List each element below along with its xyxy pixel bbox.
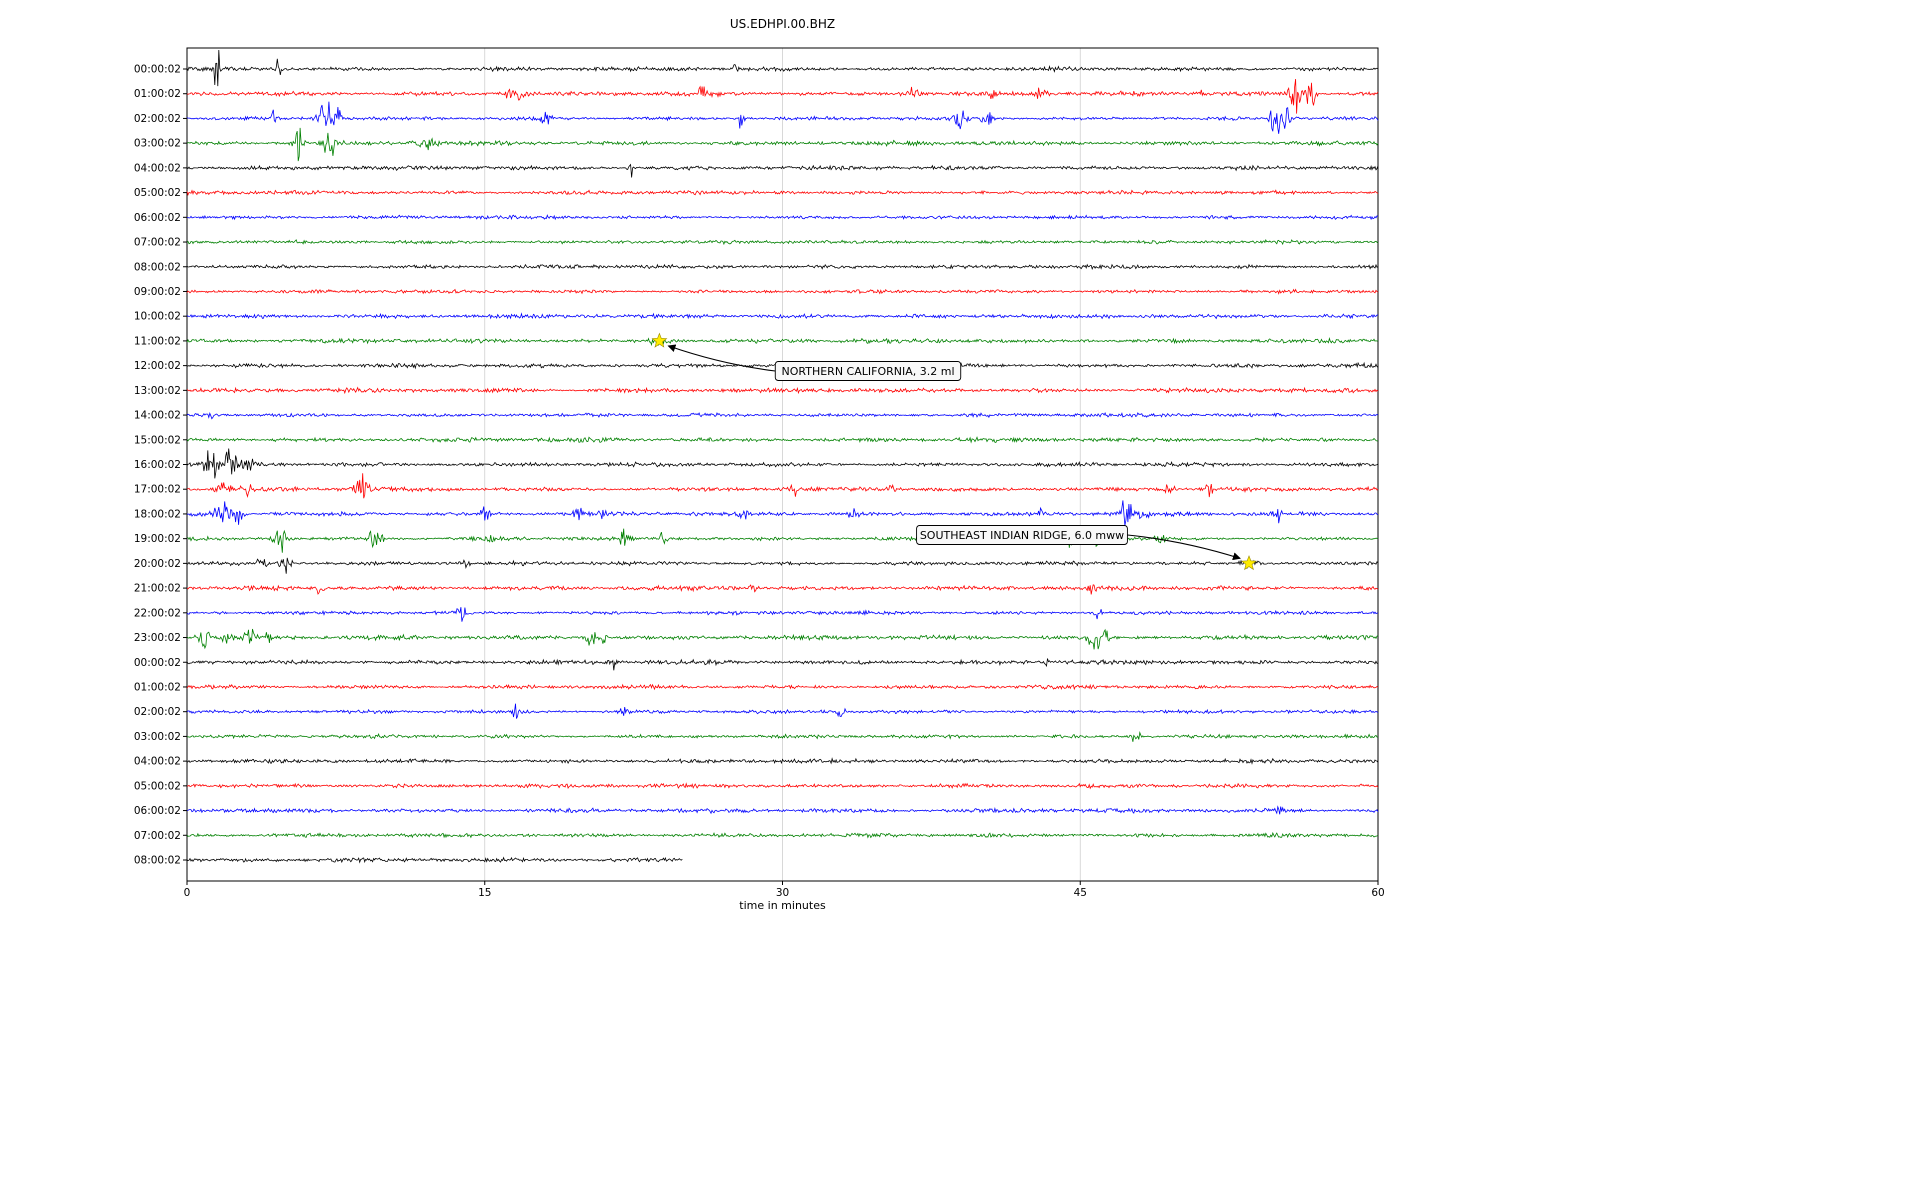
event-arrow — [1127, 534, 1241, 561]
row-label: 01:00:02 — [134, 681, 181, 693]
row-label: 02:00:02 — [134, 706, 181, 718]
row-label: 00:00:02 — [134, 64, 181, 76]
trace — [186, 189, 1379, 196]
trace — [186, 386, 1379, 395]
event-arrow — [667, 344, 776, 372]
trace — [186, 584, 1379, 595]
trace — [186, 163, 1379, 178]
row-label: 05:00:02 — [134, 187, 181, 199]
row-label: 15:00:02 — [134, 434, 181, 446]
row-label: 00:00:02 — [134, 657, 181, 669]
trace — [186, 782, 1379, 790]
x-tick-label: 0 — [184, 887, 191, 899]
trace — [187, 214, 1379, 221]
trace — [186, 412, 1379, 420]
trace — [186, 101, 1379, 134]
event-annotation: NORTHERN CALIFORNIA, 3.2 ml — [651, 332, 962, 381]
x-tick-label: 45 — [1074, 887, 1087, 899]
row-label: 07:00:02 — [134, 237, 181, 249]
row-label: 03:00:02 — [134, 731, 181, 743]
row-label: 21:00:02 — [134, 583, 181, 595]
trace — [186, 856, 683, 864]
row-label: 06:00:02 — [134, 805, 181, 817]
x-tick-label: 15 — [478, 887, 491, 899]
trace — [186, 683, 1379, 691]
row-label: 13:00:02 — [134, 385, 181, 397]
chart-title: US.EDHPI.00.BHZ — [729, 17, 836, 31]
event-label-box — [916, 525, 1128, 545]
row-label: 02:00:02 — [134, 113, 181, 125]
row-label: 11:00:02 — [134, 335, 181, 347]
x-axis-label: time in minutes — [739, 899, 826, 912]
row-label: 04:00:02 — [134, 756, 181, 768]
event-label-box — [774, 361, 962, 381]
trace — [186, 312, 1379, 320]
trace — [186, 448, 1379, 479]
row-label: 17:00:02 — [134, 484, 181, 496]
trace — [186, 658, 1379, 671]
trace — [186, 337, 1379, 347]
trace — [186, 500, 1379, 526]
row-label: 16:00:02 — [134, 459, 181, 471]
trace — [186, 473, 1379, 499]
row-label: 09:00:02 — [134, 286, 181, 298]
row-label: 07:00:02 — [134, 830, 181, 842]
row-label: 14:00:02 — [134, 410, 181, 422]
trace — [186, 731, 1379, 742]
trace — [186, 757, 1379, 765]
event-label: SOUTHEAST INDIAN RIDGE, 6.0 mww — [920, 529, 1124, 542]
trace — [186, 528, 1379, 553]
x-tick-label: 30 — [776, 887, 789, 899]
event-star-icon — [1241, 555, 1257, 571]
row-label: 10:00:02 — [134, 311, 181, 323]
row-label: 04:00:02 — [134, 162, 181, 174]
trace — [186, 703, 1379, 719]
row-label: 19:00:02 — [134, 533, 181, 545]
trace — [186, 628, 1379, 650]
row-label: 08:00:02 — [134, 261, 181, 273]
row-label: 03:00:02 — [134, 138, 181, 150]
trace — [186, 607, 1379, 622]
row-label: 23:00:02 — [134, 632, 181, 644]
row-label: 18:00:02 — [134, 508, 181, 520]
row-label: 12:00:02 — [134, 360, 181, 372]
trace — [186, 49, 1379, 87]
event-star-icon — [651, 332, 668, 348]
trace — [186, 805, 1379, 815]
trace — [186, 557, 1379, 574]
row-label: 08:00:02 — [134, 855, 181, 867]
trace — [186, 78, 1379, 114]
trace — [186, 288, 1379, 295]
row-label: 05:00:02 — [134, 780, 181, 792]
row-label: 01:00:02 — [134, 88, 181, 100]
trace — [186, 436, 1379, 444]
event-label: NORTHERN CALIFORNIA, 3.2 ml — [782, 365, 955, 378]
event-annotation: SOUTHEAST INDIAN RIDGE, 6.0 mww — [916, 525, 1257, 571]
row-label: 22:00:02 — [134, 607, 181, 619]
row-label: 06:00:02 — [134, 212, 181, 224]
x-tick-label: 60 — [1371, 887, 1384, 899]
row-label: 20:00:02 — [134, 558, 181, 570]
trace — [186, 831, 1379, 839]
trace — [186, 239, 1379, 246]
trace — [186, 263, 1379, 271]
trace — [186, 127, 1379, 162]
